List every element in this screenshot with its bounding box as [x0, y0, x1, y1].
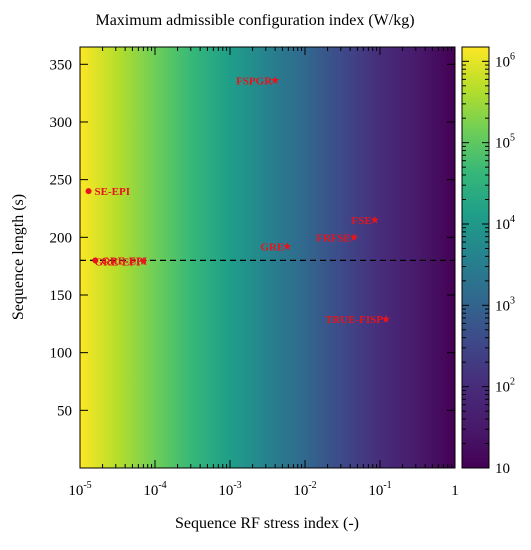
y-tick-label: 300: [50, 115, 73, 131]
data-point-label: FSPGR: [236, 75, 273, 87]
x-axis-label: Sequence RF stress index (-): [175, 515, 359, 532]
x-tick-label: 10-2: [293, 480, 316, 499]
x-axis-ticks: 10-5 10-4 10-3 10-2 10-1 1: [68, 47, 459, 499]
data-point-label: TRUE-FISP: [325, 314, 383, 326]
data-point-star: [350, 233, 358, 241]
x-tick-label: 10-3: [218, 480, 241, 499]
data-point-dot: [92, 257, 99, 264]
y-tick-label: 250: [50, 173, 73, 189]
y-tick-label: 150: [50, 288, 73, 304]
data-point-label: SE-EPI: [95, 186, 130, 198]
data-point-label: GRE: [260, 242, 284, 254]
colorbar-tick-label: 105: [495, 133, 515, 152]
x-tick-label: 1: [451, 483, 459, 499]
colorbar-tick-label: 106: [495, 51, 515, 70]
plot-frame: [79, 46, 456, 469]
data-point-label: GRE-EPI: [95, 257, 141, 269]
y-axis-ticks: 50 100 150 200 250 300 350: [50, 57, 455, 419]
colorbar-tick-label: 103: [495, 295, 515, 314]
colorbar-tick-label: 10: [495, 461, 510, 477]
colorbar-tick-label: 104: [495, 214, 515, 233]
y-tick-label: 350: [50, 57, 73, 73]
x-tick-label: 10-1: [368, 480, 391, 499]
data-point-star: [370, 215, 379, 224]
colorbar-ticks: 10 102 103 104 105 106: [462, 51, 515, 477]
colorbar-tick-label: 102: [495, 377, 515, 396]
colorbar: [462, 47, 489, 468]
x-tick-label: 10-5: [68, 480, 91, 499]
data-point-star: [139, 257, 148, 265]
heatmap-area: [80, 47, 455, 468]
y-tick-label: 50: [57, 403, 72, 419]
y-axis-label: Sequence length (s): [10, 194, 27, 320]
data-point-label: FRFSE: [316, 232, 351, 244]
data-point-dot: [85, 188, 92, 195]
data-point-label: FSE: [352, 215, 372, 227]
data-point-star: [381, 315, 390, 323]
data-point-label: GRE-EPI: [101, 255, 147, 267]
x-tick-label: 10-4: [143, 480, 166, 499]
data-point-star: [283, 242, 292, 250]
data-point-star: [271, 76, 280, 84]
y-tick-label: 100: [50, 346, 73, 362]
chart-title: Maximum admissible configuration index (…: [95, 12, 414, 29]
colorbar-frame: [461, 46, 490, 469]
y-tick-label: 200: [50, 230, 73, 246]
